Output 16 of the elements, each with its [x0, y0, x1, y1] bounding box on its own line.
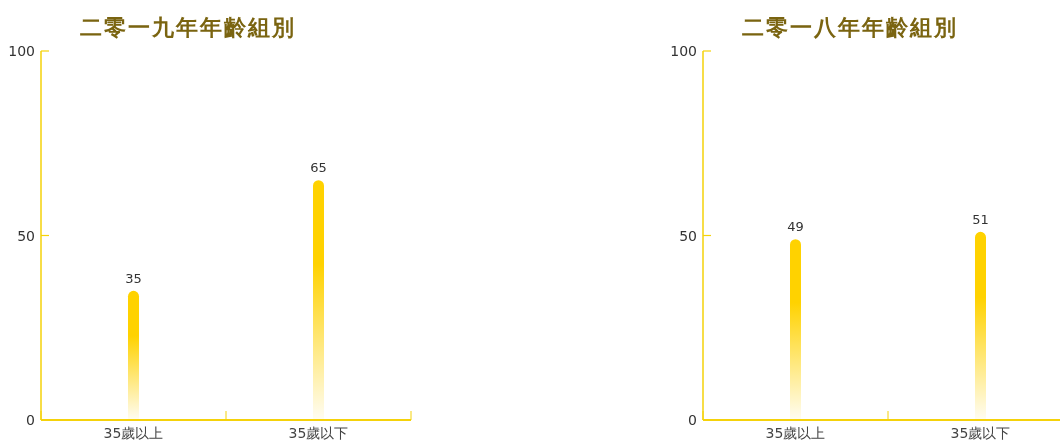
y-tick-label: 0	[26, 412, 35, 428]
y-tick-label: 50	[17, 227, 35, 244]
y-tick-label: 50	[679, 227, 697, 244]
chart-title: 二零一八年年齡組別	[742, 15, 958, 40]
chart-title: 二零一九年年齡組別	[80, 15, 296, 40]
x-tick-label: 35歲以上	[765, 425, 826, 441]
x-tick-label: 35歲以上	[103, 425, 164, 441]
data-label: 49	[787, 219, 804, 235]
y-tick-label: 100	[8, 43, 35, 59]
y-tick-label: 0	[688, 412, 697, 428]
y-tick-label: 100	[670, 43, 697, 59]
data-label: 65	[310, 160, 327, 176]
x-tick-label: 35歲以下	[950, 425, 1011, 441]
x-tick-label: 35歲以下	[288, 425, 349, 441]
data-label: 51	[972, 211, 989, 227]
data-label: 35	[125, 270, 142, 286]
